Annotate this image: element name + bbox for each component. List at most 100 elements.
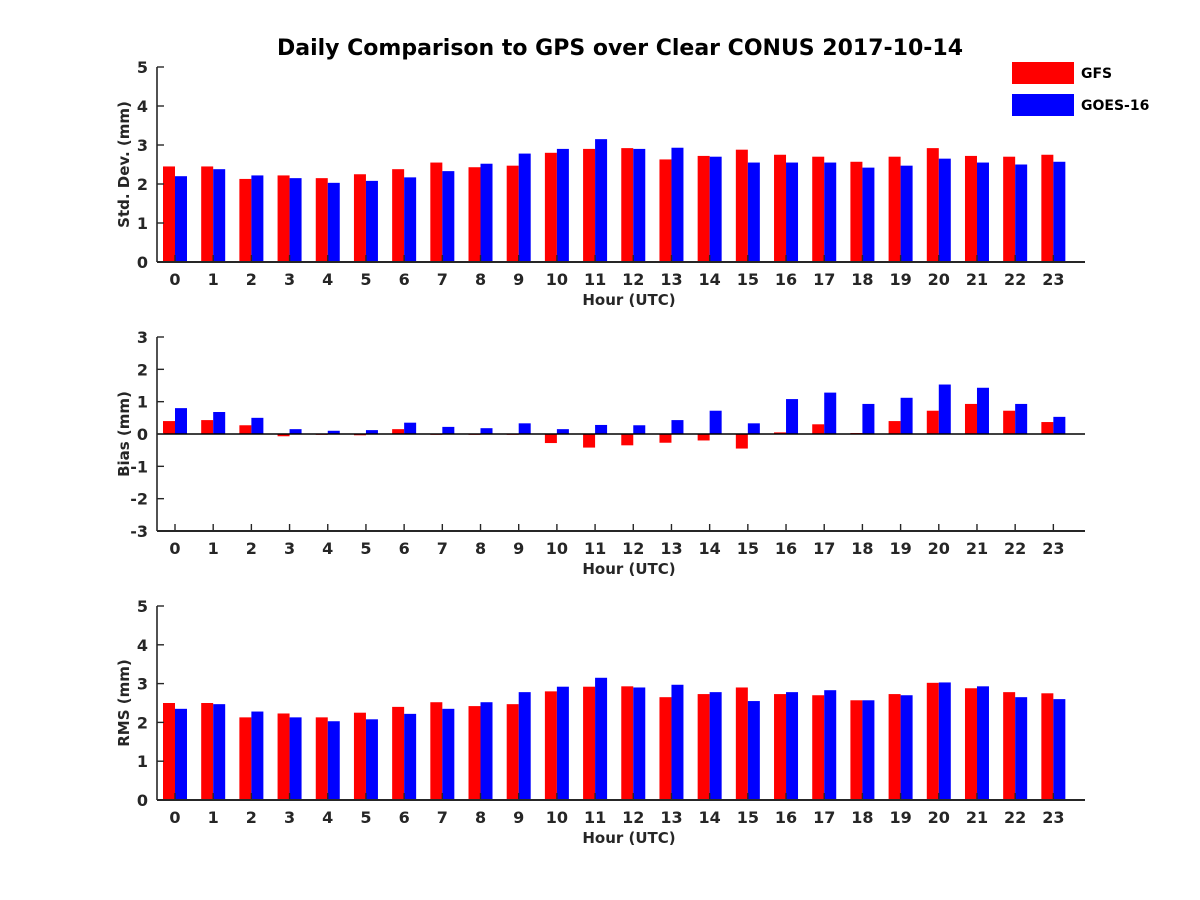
bar-goes16-hour-9 — [518, 423, 531, 434]
bar-gfs-hour-5 — [353, 712, 366, 800]
x-tick-label: 4 — [322, 539, 333, 558]
x-tick-label: 0 — [169, 808, 180, 827]
bar-gfs-hour-10 — [544, 691, 557, 800]
y-tick-label: 2 — [137, 175, 148, 194]
y-axis-title: RMS (mm) — [115, 659, 133, 746]
x-tick-label: 1 — [208, 808, 219, 827]
x-tick-label: 23 — [1042, 270, 1064, 289]
y-tick-label: 1 — [137, 752, 148, 771]
bar-gfs-hour-17 — [812, 424, 825, 434]
x-axis-title: Hour (UTC) — [582, 291, 675, 309]
x-tick-label: 18 — [851, 270, 873, 289]
bar-goes16-hour-20 — [938, 158, 951, 262]
x-tick-label: 12 — [622, 539, 644, 558]
x-tick-label: 2 — [246, 539, 257, 558]
x-tick-label: 21 — [966, 539, 988, 558]
x-tick-label: 14 — [699, 808, 721, 827]
bar-goes16-hour-16 — [786, 399, 799, 434]
x-tick-label: 11 — [584, 270, 606, 289]
x-tick-label: 5 — [360, 270, 371, 289]
bar-goes16-hour-9 — [518, 692, 531, 800]
bar-goes16-hour-8 — [480, 163, 493, 262]
bar-goes16-hour-16 — [786, 692, 799, 800]
x-tick-label: 4 — [322, 270, 333, 289]
y-tick-label: 3 — [137, 328, 148, 347]
x-tick-label: 10 — [546, 270, 568, 289]
x-tick-label: 22 — [1004, 270, 1026, 289]
bar-goes16-hour-12 — [633, 425, 646, 434]
y-tick-label: 1 — [137, 214, 148, 233]
bar-gfs-hour-3 — [277, 175, 290, 262]
y-tick-label: 3 — [137, 675, 148, 694]
bar-goes16-hour-9 — [518, 153, 531, 262]
bar-goes16-hour-12 — [633, 148, 646, 262]
bar-gfs-hour-12 — [621, 434, 634, 446]
legend-swatch-gfs — [1012, 62, 1074, 84]
bar-gfs-hour-15 — [735, 149, 748, 262]
bar-gfs-hour-2 — [239, 717, 252, 800]
bar-goes16-hour-23 — [1053, 699, 1066, 800]
x-tick-label: 16 — [775, 270, 797, 289]
bar-gfs-hour-1 — [201, 703, 214, 800]
x-tick-label: 2 — [246, 270, 257, 289]
bar-goes16-hour-13 — [671, 147, 684, 262]
x-tick-label: 7 — [437, 808, 448, 827]
bar-goes16-hour-7 — [442, 171, 455, 262]
bar-gfs-hour-11 — [583, 148, 596, 262]
x-tick-label: 9 — [513, 270, 524, 289]
bar-gfs-hour-13 — [659, 159, 672, 262]
x-tick-label: 0 — [169, 270, 180, 289]
legend-swatch-goes16 — [1012, 94, 1074, 116]
bar-gfs-hour-0 — [163, 421, 175, 434]
x-tick-label: 11 — [584, 808, 606, 827]
x-tick-label: 6 — [399, 808, 410, 827]
y-tick-label: 0 — [137, 791, 148, 810]
y-tick-label: 2 — [137, 713, 148, 732]
y-tick-label: 4 — [137, 636, 148, 655]
bar-gfs-hour-16 — [774, 154, 787, 262]
x-tick-label: 15 — [737, 808, 759, 827]
bar-goes16-hour-18 — [862, 167, 875, 262]
x-tick-label: 8 — [475, 270, 486, 289]
bar-gfs-hour-12 — [621, 686, 634, 800]
bar-goes16-hour-19 — [900, 165, 913, 262]
x-tick-label: 3 — [284, 270, 295, 289]
bar-goes16-hour-1 — [213, 704, 226, 800]
bar-gfs-hour-14 — [697, 155, 710, 262]
bar-gfs-hour-1 — [201, 166, 214, 262]
bar-gfs-hour-6 — [392, 169, 405, 262]
x-tick-label: 22 — [1004, 539, 1026, 558]
x-tick-label: 13 — [660, 808, 682, 827]
bar-goes16-hour-0 — [175, 408, 187, 434]
bar-goes16-hour-3 — [289, 717, 302, 800]
bar-gfs-hour-8 — [468, 706, 481, 800]
legend-label-goes16: GOES-16 — [1081, 98, 1149, 114]
bar-gfs-hour-5 — [353, 174, 366, 262]
x-tick-label: 21 — [966, 270, 988, 289]
x-axis-title: Hour (UTC) — [582, 829, 675, 847]
x-tick-label: 18 — [851, 539, 873, 558]
bar-goes16-hour-6 — [404, 422, 417, 434]
bar-gfs-hour-8 — [468, 167, 481, 262]
bar-goes16-hour-5 — [365, 180, 378, 262]
bar-gfs-hour-21 — [964, 155, 977, 262]
bar-gfs-hour-0 — [163, 703, 175, 800]
bar-goes16-hour-10 — [556, 429, 569, 434]
bar-gfs-hour-9 — [506, 704, 519, 800]
x-tick-label: 13 — [660, 270, 682, 289]
bar-goes16-hour-17 — [824, 162, 837, 262]
x-tick-label: 14 — [699, 539, 721, 558]
bar-gfs-hour-4 — [315, 178, 328, 262]
x-tick-label: 3 — [284, 808, 295, 827]
bar-goes16-hour-21 — [976, 162, 989, 262]
bar-goes16-hour-2 — [251, 711, 264, 800]
x-tick-label: 15 — [737, 539, 759, 558]
bar-gfs-hour-16 — [774, 694, 787, 800]
x-tick-label: 14 — [699, 270, 721, 289]
bar-goes16-hour-18 — [862, 403, 875, 434]
x-tick-label: 12 — [622, 808, 644, 827]
bar-goes16-hour-5 — [365, 430, 378, 434]
bar-goes16-hour-19 — [900, 695, 913, 800]
bar-goes16-hour-3 — [289, 178, 302, 262]
